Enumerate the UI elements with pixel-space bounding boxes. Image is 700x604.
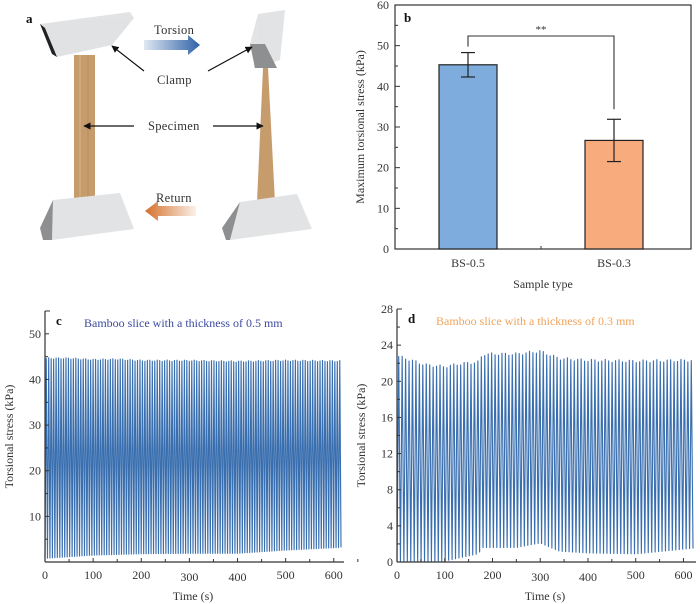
panel-label-a: a bbox=[26, 11, 33, 26]
y-tick-label-c: 50 bbox=[29, 327, 41, 341]
x-tick-label-c: 300 bbox=[180, 570, 198, 584]
x-axis-label-b: Sample type bbox=[513, 277, 573, 291]
x-tick-label-b: BS-0.3 bbox=[597, 256, 631, 270]
return-arrow bbox=[145, 201, 196, 221]
x-tick-label-c: 0 bbox=[42, 568, 48, 582]
y-tick-label-d: 8 bbox=[387, 483, 393, 497]
y-tick-label-d: 12 bbox=[381, 447, 393, 461]
panel-label-c: c bbox=[56, 313, 62, 328]
y-tick-label-b: 20 bbox=[377, 161, 389, 175]
bar-bs-03 bbox=[584, 139, 644, 250]
x-tick-label-d: 300 bbox=[531, 570, 549, 584]
y-tick-label-c: 40 bbox=[29, 372, 41, 386]
annotation-c: Bamboo slice with a thickness of 0.5 mm bbox=[84, 316, 283, 330]
x-tick-label-d: 0 bbox=[394, 568, 400, 582]
right-bottom-clamp bbox=[230, 194, 312, 240]
specimen-label: Specimen bbox=[148, 119, 200, 133]
left-specimen bbox=[74, 55, 95, 202]
left-bottom-clamp bbox=[52, 193, 134, 240]
torsion-test-diagram: a Torsion Return Clamp Specimen bbox=[26, 10, 312, 240]
y-tick-label-b: 30 bbox=[377, 120, 389, 134]
left-apparatus bbox=[40, 12, 134, 240]
return-label: Return bbox=[156, 191, 192, 205]
series-line-d bbox=[396, 350, 694, 562]
x-tick-label-d: 500 bbox=[627, 568, 645, 582]
clamp-pointer-left bbox=[111, 45, 145, 72]
x-axis-label-c: Time (s) bbox=[173, 589, 214, 603]
y-tick-label-b: 10 bbox=[377, 201, 389, 215]
y-tick-label-d: 16 bbox=[381, 410, 393, 424]
annotation-d: Bamboo slice with a thickness of 0.3 mm bbox=[436, 314, 635, 328]
plot-frame-b bbox=[394, 4, 692, 250]
y-axis-label-c: Torsional stress (kPa) bbox=[2, 385, 16, 489]
x-tick-label-c: 400 bbox=[229, 570, 247, 584]
right-specimen bbox=[257, 68, 275, 202]
panel-label-b: b bbox=[404, 10, 411, 25]
significance-bracket bbox=[467, 35, 615, 110]
x-tick-label-d: 400 bbox=[579, 570, 597, 584]
y-axis-label-b: Maximum torsional stress (kPa) bbox=[353, 50, 367, 204]
right-apparatus bbox=[222, 10, 312, 240]
x-tick-label-c: 200 bbox=[132, 568, 150, 582]
x-axis-label-d: Time (s) bbox=[525, 589, 566, 603]
y-tick-label-d: 4 bbox=[387, 519, 393, 533]
x-tick-label-d: 600 bbox=[674, 568, 692, 582]
y-tick-label-d: 24 bbox=[381, 338, 393, 352]
y-tick-label-d: 0 bbox=[387, 555, 393, 569]
y-tick-label-c: 10 bbox=[29, 509, 41, 523]
clamp-pointer-right bbox=[207, 46, 253, 72]
y-tick-label-d: 28 bbox=[381, 302, 393, 316]
bar-bs-05 bbox=[438, 64, 498, 250]
x-tick-label-b: BS-0.5 bbox=[451, 256, 485, 270]
panel-label-d: d bbox=[408, 311, 416, 326]
x-tick-label-d: 100 bbox=[436, 568, 454, 582]
torsion-arrow bbox=[144, 35, 200, 55]
y-tick-label-b: 50 bbox=[377, 39, 389, 53]
y-tick-label-c: 20 bbox=[29, 464, 41, 478]
x-tick-label-c: 500 bbox=[277, 568, 295, 582]
y-tick-label-b: 40 bbox=[377, 79, 389, 93]
y-tick-label-b: 60 bbox=[377, 0, 389, 12]
torsion-label: Torsion bbox=[154, 23, 195, 37]
clamp-label: Clamp bbox=[157, 73, 192, 87]
x-tick-label-c: 100 bbox=[84, 568, 102, 582]
y-tick-label-b: 0 bbox=[383, 242, 389, 256]
x-tick-label-d: 200 bbox=[483, 568, 501, 582]
series-line-c bbox=[44, 357, 342, 559]
x-tick-label-c: 600 bbox=[325, 568, 343, 582]
y-axis-label-d: Torsional stress (kPa) bbox=[354, 384, 368, 488]
significance-label: ** bbox=[536, 24, 547, 36]
y-tick-label-d: 20 bbox=[381, 374, 393, 388]
y-tick-label-c: 30 bbox=[29, 418, 41, 432]
